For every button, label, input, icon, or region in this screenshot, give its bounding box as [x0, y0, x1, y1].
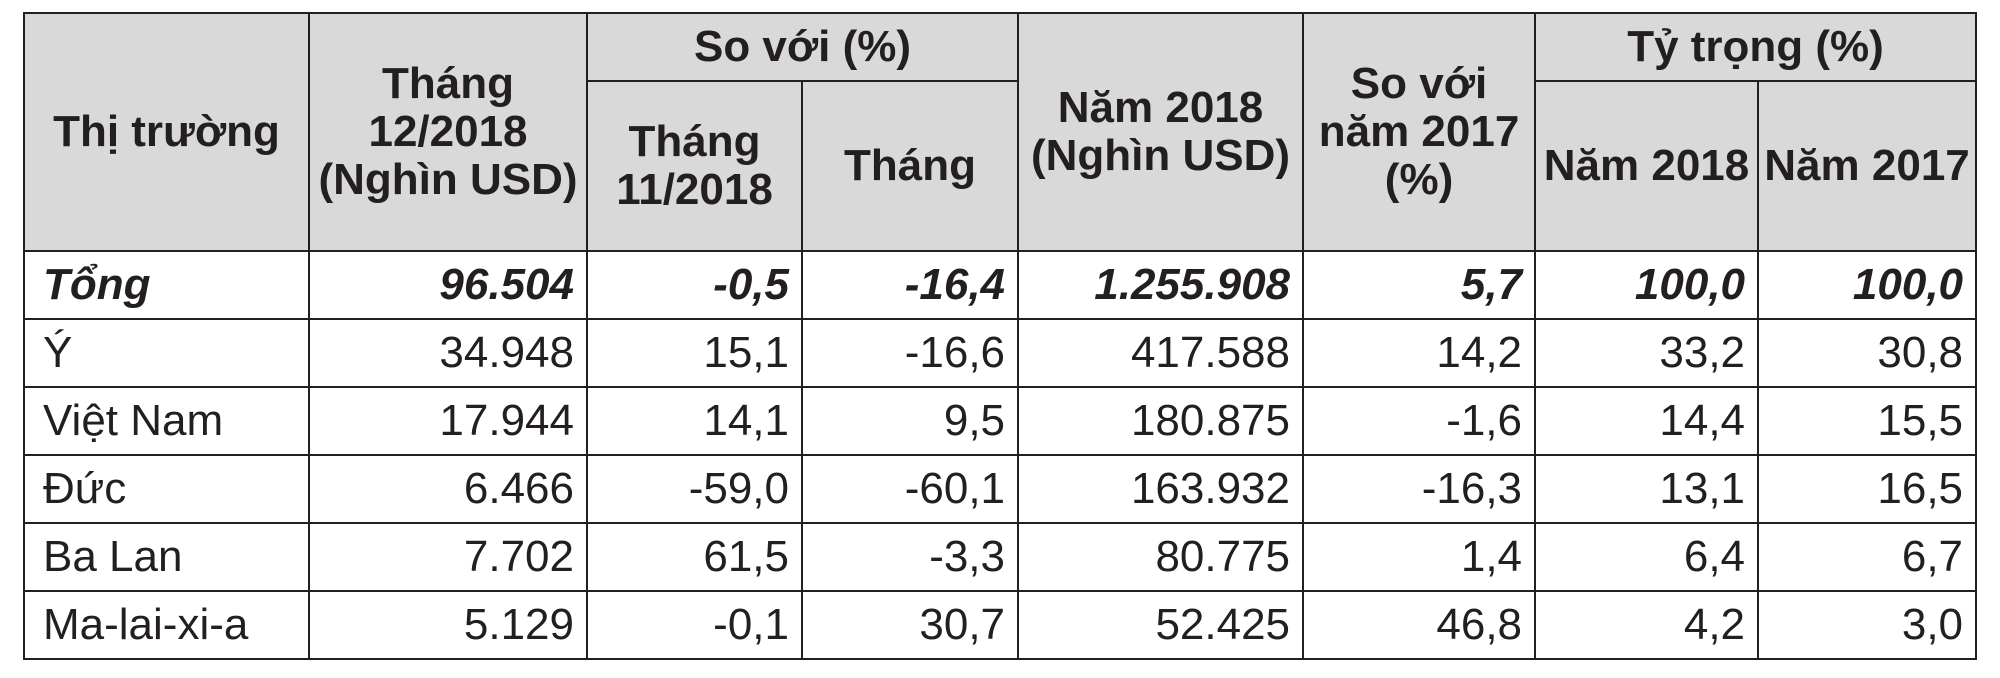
total-vs-nov: -0,5 — [586, 250, 803, 320]
total-share-2018: 100,0 — [1534, 250, 1760, 320]
header-month: Tháng — [800, 80, 1020, 252]
total-name: Tổng — [23, 250, 310, 320]
header-compare-group: So với (%) — [585, 12, 1020, 82]
header-nov-2018: Tháng 11/2018 — [586, 80, 803, 252]
header-year-2018: Năm 2018 (Nghìn USD) — [1017, 12, 1305, 252]
table-row: Ý 34.948 15,1 -16,6 417.588 14,2 33,2 30… — [23, 318, 1978, 388]
row-vs-month: -3,3 — [800, 522, 1020, 592]
row-name: Ba Lan — [23, 522, 310, 592]
row-year-2018: 163.932 — [1017, 454, 1305, 524]
row-name: Ý — [23, 318, 310, 388]
row-name: Việt Nam — [23, 386, 310, 456]
total-vs-2017: 5,7 — [1302, 250, 1537, 320]
row-vs-nov: 61,5 — [586, 522, 803, 592]
total-share-2017: 100,0 — [1757, 250, 1978, 320]
table-row: Ba Lan 7.702 61,5 -3,3 80.775 1,4 6,4 6,… — [23, 522, 1978, 592]
row-name: Đức — [23, 454, 310, 524]
row-vs-2017: -1,6 — [1302, 386, 1537, 456]
table-row: Việt Nam 17.944 14,1 9,5 180.875 -1,6 14… — [23, 386, 1978, 456]
header-share-group: Tỷ trọng (%) — [1534, 12, 1978, 82]
row-vs-nov: -0,1 — [586, 590, 803, 660]
total-dec-2018: 96.504 — [308, 250, 588, 320]
row-vs-2017: 14,2 — [1302, 318, 1537, 388]
header-share-2017: Năm 2017 — [1757, 80, 1978, 252]
row-share-2017: 30,8 — [1757, 318, 1978, 388]
row-vs-nov: 14,1 — [586, 386, 803, 456]
row-vs-month: -16,6 — [800, 318, 1020, 388]
row-vs-month: 30,7 — [800, 590, 1020, 660]
row-year-2018: 417.588 — [1017, 318, 1305, 388]
header-dec-2018: Tháng 12/2018 (Nghìn USD) — [308, 12, 588, 252]
table-row: Đức 6.466 -59,0 -60,1 163.932 -16,3 13,1… — [23, 454, 1978, 524]
row-share-2017: 3,0 — [1757, 590, 1978, 660]
row-dec-2018: 7.702 — [308, 522, 588, 592]
row-share-2018: 13,1 — [1534, 454, 1760, 524]
row-dec-2018: 17.944 — [308, 386, 588, 456]
row-share-2017: 16,5 — [1757, 454, 1978, 524]
row-share-2018: 14,4 — [1534, 386, 1760, 456]
row-vs-month: 9,5 — [800, 386, 1020, 456]
row-vs-2017: 1,4 — [1302, 522, 1537, 592]
row-vs-month: -60,1 — [800, 454, 1020, 524]
row-year-2018: 52.425 — [1017, 590, 1305, 660]
row-dec-2018: 34.948 — [308, 318, 588, 388]
row-share-2018: 33,2 — [1534, 318, 1760, 388]
header-market: Thị trường — [23, 12, 310, 252]
row-vs-2017: 46,8 — [1302, 590, 1537, 660]
row-name: Ma-lai-xi-a — [23, 590, 310, 660]
row-dec-2018: 5.129 — [308, 590, 588, 660]
market-table: Thị trường Tháng 12/2018 (Nghìn USD) So … — [23, 12, 1978, 660]
row-share-2018: 4,2 — [1534, 590, 1760, 660]
row-share-2018: 6,4 — [1534, 522, 1760, 592]
total-vs-month: -16,4 — [800, 250, 1020, 320]
row-vs-2017: -16,3 — [1302, 454, 1537, 524]
row-vs-nov: -59,0 — [586, 454, 803, 524]
total-year-2018: 1.255.908 — [1017, 250, 1305, 320]
row-year-2018: 180.875 — [1017, 386, 1305, 456]
row-year-2018: 80.775 — [1017, 522, 1305, 592]
row-vs-nov: 15,1 — [586, 318, 803, 388]
row-dec-2018: 6.466 — [308, 454, 588, 524]
header-vs-2017: So với năm 2017 (%) — [1302, 12, 1537, 252]
table-row: Ma-lai-xi-a 5.129 -0,1 30,7 52.425 46,8 … — [23, 590, 1978, 660]
row-share-2017: 15,5 — [1757, 386, 1978, 456]
header-share-2018: Năm 2018 — [1534, 80, 1760, 252]
total-row: Tổng 96.504 -0,5 -16,4 1.255.908 5,7 100… — [23, 250, 1978, 320]
row-share-2017: 6,7 — [1757, 522, 1978, 592]
